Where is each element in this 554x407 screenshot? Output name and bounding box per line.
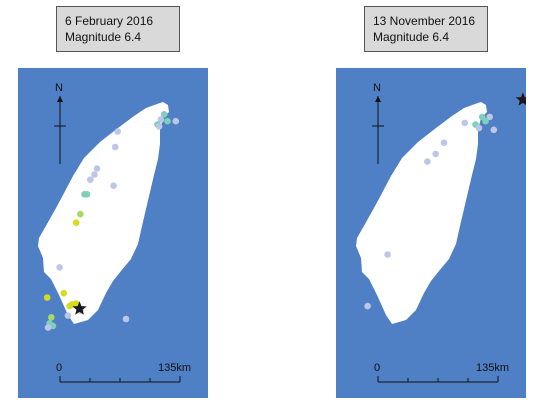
caption-magnitude: Magnitude 6.4 <box>373 30 450 44</box>
station-dot <box>440 139 448 146</box>
station-dot <box>155 123 163 130</box>
scale-start-label: 0 <box>56 362 63 374</box>
caption-date: 6 February 2016 <box>65 14 154 28</box>
station-dot <box>44 324 52 331</box>
station-dot <box>482 117 489 125</box>
map-caption-1: 6 February 2016 Magnitude 6.4 <box>56 6 180 52</box>
station-dot <box>164 117 171 125</box>
station-dot <box>93 165 101 172</box>
station-dot <box>48 314 55 321</box>
station-dot <box>432 150 439 158</box>
north-label: N <box>373 82 381 94</box>
map-caption-2: 13 November 2016 Magnitude 6.4 <box>364 6 488 52</box>
station-dot <box>56 264 63 271</box>
station-dot <box>475 124 483 132</box>
north-label: N <box>55 82 63 94</box>
map-svg-2 <box>356 92 526 383</box>
map-panel-2: N 0 135km <box>336 68 526 398</box>
station-dot <box>72 219 80 226</box>
taiwan-landmass <box>356 102 487 324</box>
station-dot <box>490 126 498 134</box>
map-panel-1: N 0 135km <box>18 68 208 398</box>
scale-bar <box>59 376 181 383</box>
station-dot <box>424 158 431 165</box>
scale-end-label: 135km <box>158 362 192 374</box>
epicenter-star-icon <box>72 301 87 315</box>
map-svg-1 <box>38 96 181 383</box>
caption-date: 13 November 2016 <box>373 14 476 28</box>
station-dot <box>72 300 80 307</box>
north-arrow <box>372 96 384 164</box>
station-dot <box>364 302 371 310</box>
station-dot <box>83 191 91 198</box>
station-dot <box>87 176 94 183</box>
station-dot <box>91 171 98 178</box>
north-arrow <box>54 96 66 164</box>
station-dot <box>160 111 168 118</box>
station-dot <box>60 289 68 297</box>
station-dot <box>172 117 180 125</box>
station-dot <box>122 315 130 323</box>
taiwan-landmass <box>38 102 169 324</box>
station-dot <box>111 143 119 151</box>
station-dot <box>486 113 493 121</box>
scale-bar <box>377 376 499 383</box>
station-dot <box>43 294 51 301</box>
station-dot <box>49 322 57 330</box>
station-dot <box>384 251 391 258</box>
station-dot <box>114 128 121 135</box>
scale-start-label: 0 <box>374 362 381 374</box>
station-dot <box>77 210 84 218</box>
station-dot <box>461 119 469 127</box>
caption-magnitude: Magnitude 6.4 <box>65 30 142 44</box>
epicenter-star-icon <box>515 92 526 106</box>
station-dot <box>157 116 165 123</box>
scale-end-label: 135km <box>476 362 510 374</box>
station-dot <box>110 182 117 189</box>
station-dot <box>64 312 72 319</box>
